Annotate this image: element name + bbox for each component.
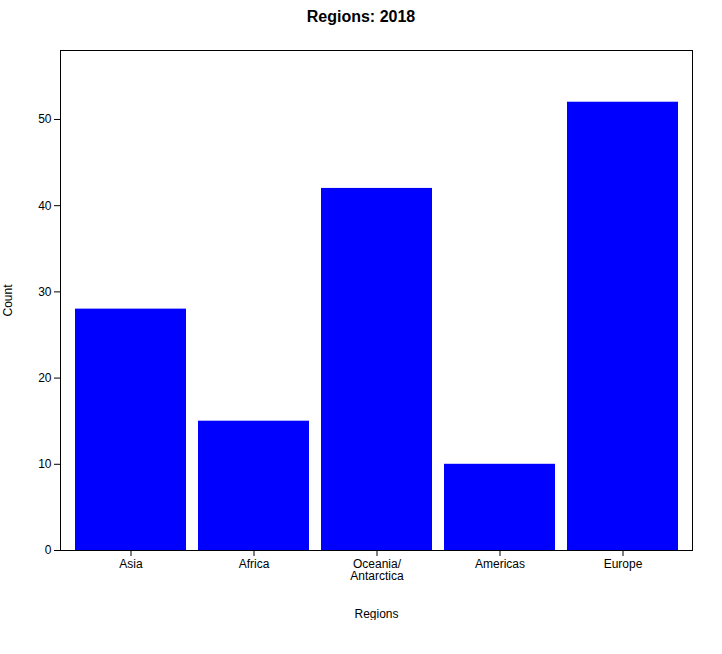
svg-text:Count: Count [1, 284, 15, 317]
svg-text:50: 50 [38, 112, 52, 126]
svg-text:40: 40 [38, 199, 52, 213]
svg-text:10: 10 [38, 457, 52, 471]
svg-text:Asia: Asia [119, 557, 143, 571]
svg-text:20: 20 [38, 371, 52, 385]
svg-text:Americas: Americas [475, 557, 525, 571]
svg-text:Africa: Africa [239, 557, 270, 571]
svg-text:30: 30 [38, 285, 52, 299]
svg-text:0: 0 [45, 543, 52, 557]
html-text:Regions: 2018: Regions: 2018 [306, 8, 416, 25]
svg-text:Regions: Regions [354, 607, 398, 621]
svg-text:Europe: Europe [604, 557, 643, 571]
svg-text:Oceania/Antarctica: Oceania/Antarctica [350, 557, 404, 583]
